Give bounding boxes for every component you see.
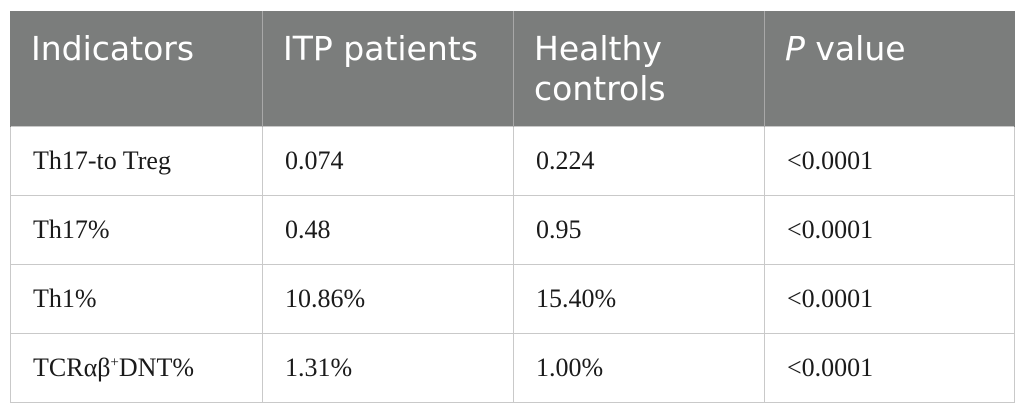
cell-indicator: Th17-to Treg — [10, 125, 263, 196]
cell-p-value: <0.0001 — [764, 263, 1015, 334]
table-row: Th17% 0.48 0.95 <0.0001 — [10, 194, 1015, 265]
indicators-table: Indicators ITP patients Healthy controls… — [10, 11, 1015, 403]
header-healthy-controls-line1: Healthy — [534, 29, 662, 68]
table-row: Th1% 10.86% 15.40% <0.0001 — [10, 263, 1015, 334]
header-p-value: P value — [764, 11, 1015, 126]
cell-indicator: Th17% — [10, 194, 263, 265]
cell-itp: 1.31% — [262, 332, 514, 403]
header-itp-patients: ITP patients — [262, 11, 514, 126]
indicator-superscript: + — [110, 353, 119, 370]
header-indicators: Indicators — [10, 11, 263, 126]
header-healthy-controls-line2: controls — [534, 69, 666, 108]
cell-p-value: <0.0001 — [764, 194, 1015, 265]
cell-healthy: 0.95 — [513, 194, 765, 265]
header-row: Indicators ITP patients Healthy controls… — [10, 11, 1015, 126]
cell-healthy: 0.224 — [513, 125, 765, 196]
table-body: Th17-to Treg 0.074 0.224 <0.0001 Th17% 0… — [10, 125, 1015, 403]
indicator-base: TCRαβ — [33, 352, 111, 382]
cell-healthy: 1.00% — [513, 332, 765, 403]
cell-itp: 0.48 — [262, 194, 514, 265]
header-healthy-controls: Healthy controls — [513, 11, 765, 126]
data-table-container: Indicators ITP patients Healthy controls… — [10, 11, 1015, 403]
header-itp-patients-label: ITP patients — [283, 29, 478, 68]
cell-itp: 0.074 — [262, 125, 514, 196]
cell-healthy: 15.40% — [513, 263, 765, 334]
indicator-tail: DNT% — [118, 352, 194, 382]
table-row: TCRαβ+DNT% 1.31% 1.00% <0.0001 — [10, 332, 1015, 403]
header-p-value-rest: value — [804, 29, 906, 68]
cell-p-value: <0.0001 — [764, 125, 1015, 196]
cell-indicator: Th1% — [10, 263, 263, 334]
table-header: Indicators ITP patients Healthy controls… — [10, 11, 1015, 126]
indicator-base: Th17% — [33, 214, 110, 244]
cell-p-value: <0.0001 — [764, 332, 1015, 403]
header-p-value-italic: P — [785, 29, 805, 68]
cell-indicator: TCRαβ+DNT% — [10, 332, 263, 403]
cell-itp: 10.86% — [262, 263, 514, 334]
indicator-base: Th1% — [33, 283, 97, 313]
header-indicators-label: Indicators — [31, 29, 195, 68]
indicator-base: Th17-to Treg — [33, 145, 171, 175]
table-row: Th17-to Treg 0.074 0.224 <0.0001 — [10, 125, 1015, 196]
